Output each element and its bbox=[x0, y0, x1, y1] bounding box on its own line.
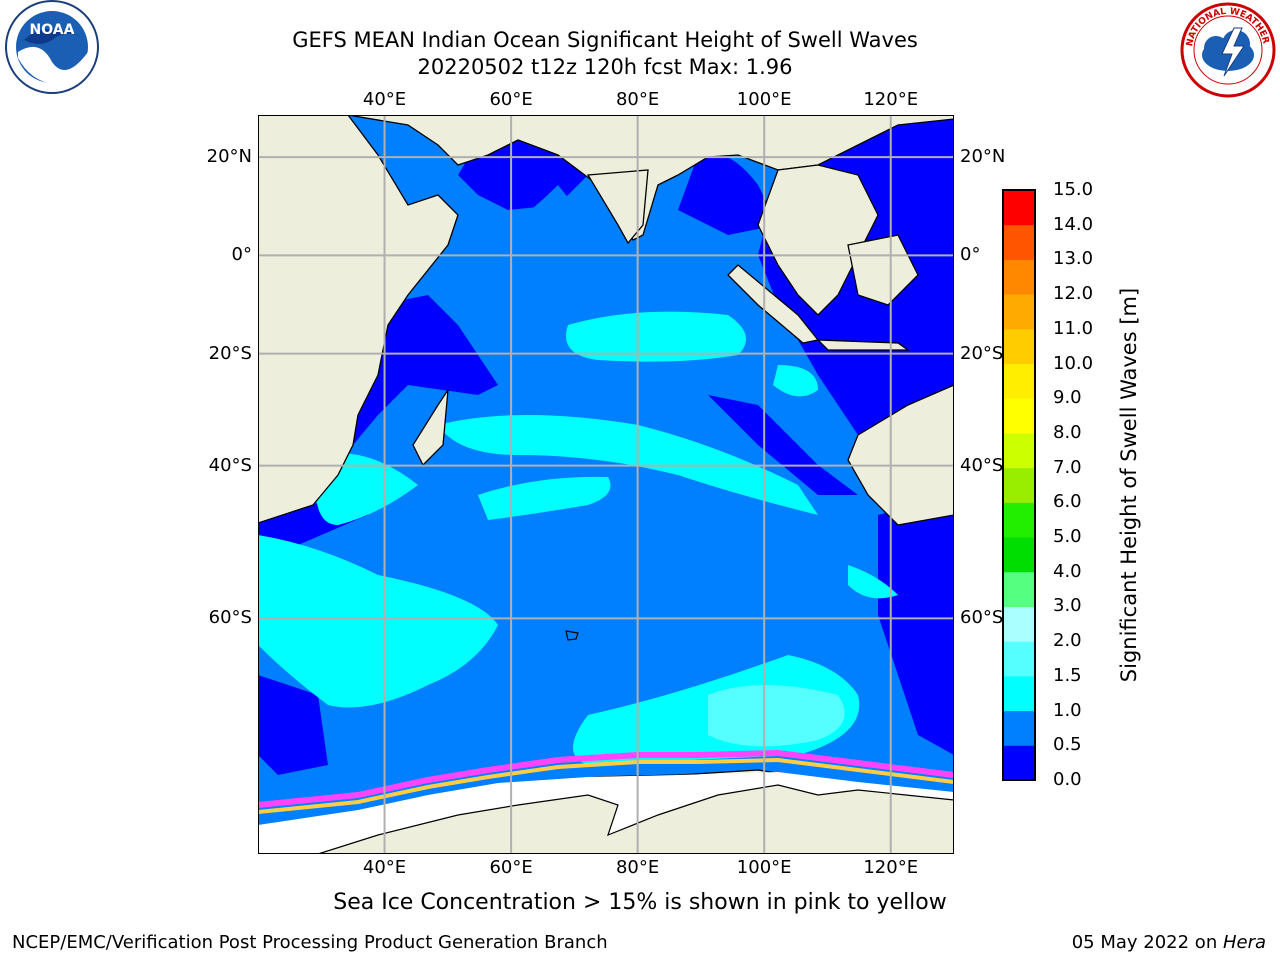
colorbar-segment bbox=[1003, 432, 1035, 469]
sea-ice-note: Sea Ice Concentration > 15% is shown in … bbox=[333, 890, 947, 915]
colorbar-tick-label: 2.0 bbox=[1053, 630, 1082, 652]
lon-tick-label: 100°E bbox=[736, 857, 792, 878]
lat-tick-label: 20°S bbox=[208, 342, 252, 364]
colorbar-tick-label: 0.5 bbox=[1053, 734, 1082, 756]
java bbox=[816, 339, 911, 351]
colorbar-segment bbox=[1003, 537, 1035, 573]
colorbar-segment bbox=[1003, 710, 1035, 746]
lat-tick-label: 20°N bbox=[206, 146, 252, 168]
colorbar-tick-label: 10.0 bbox=[1053, 352, 1094, 374]
lon-tick-label: 120°E bbox=[863, 89, 919, 110]
lat-tick-label: 40°S bbox=[208, 454, 252, 476]
lat-tick-label: 20°N bbox=[960, 146, 1006, 168]
map-title: GEFS MEAN Indian Ocean Significant Heigh… bbox=[292, 28, 918, 52]
colorbar-segment bbox=[1003, 675, 1035, 712]
borneo bbox=[847, 234, 919, 306]
sumatra bbox=[727, 264, 820, 344]
gridlines bbox=[258, 115, 954, 854]
colorbar-tick-label: 4.0 bbox=[1053, 560, 1082, 582]
colorbar-tick-label: 1.0 bbox=[1053, 699, 1082, 721]
colorbar-tick-label: 7.0 bbox=[1053, 456, 1082, 478]
colorbar-segment bbox=[1003, 502, 1035, 538]
noaa-logo: NOAA bbox=[5, 0, 99, 94]
colorbar-title: Significant Height of Swell Waves [m] bbox=[1117, 287, 1141, 683]
colorbar-segment bbox=[1003, 363, 1035, 399]
lon-tick-label: 60°E bbox=[489, 857, 533, 878]
higher-swell-zones bbox=[708, 685, 845, 747]
lon-tick-label: 120°E bbox=[863, 857, 919, 878]
colorbar-segment bbox=[1003, 398, 1035, 434]
ice-edge-pink bbox=[258, 749, 954, 808]
lon-tick-label: 80°E bbox=[615, 89, 660, 110]
colorbar-segment bbox=[1003, 571, 1035, 607]
svg-text:NOAA: NOAA bbox=[30, 22, 75, 38]
lat-tick-label: 0° bbox=[231, 244, 252, 266]
colorbar-segment bbox=[1003, 606, 1035, 642]
colorbar-segment bbox=[1003, 259, 1035, 295]
colorbar-segment bbox=[1003, 641, 1035, 677]
lat-tick-label: 20°S bbox=[960, 342, 1004, 364]
colorbar-tick-label: 8.0 bbox=[1053, 421, 1082, 443]
africa bbox=[258, 115, 459, 524]
colorbar-tick-label: 13.0 bbox=[1053, 248, 1094, 270]
swell-height-map bbox=[258, 115, 954, 854]
colorbar-tick-label: 1.5 bbox=[1053, 664, 1082, 686]
footer-date: 05 May 2022 on Hera bbox=[1072, 932, 1266, 953]
colorbar-tick-label: 12.0 bbox=[1053, 283, 1094, 305]
madagascar bbox=[412, 389, 449, 467]
lon-tick-label: 80°E bbox=[615, 857, 660, 878]
colorbar-segment bbox=[1003, 224, 1035, 260]
colorbar-tick-label: 0.0 bbox=[1053, 769, 1082, 790]
colorbar-tick-label: 9.0 bbox=[1053, 387, 1082, 409]
lon-tick-label: 40°E bbox=[362, 89, 407, 110]
asia bbox=[347, 115, 954, 241]
footer-machine: Hera bbox=[1222, 932, 1266, 953]
lat-tick-label: 60°S bbox=[208, 607, 252, 629]
lat-tick-label: 0° bbox=[960, 244, 981, 266]
colorbar-segment bbox=[1003, 467, 1035, 503]
kerguelen-island bbox=[565, 630, 579, 641]
se-asia bbox=[757, 164, 879, 316]
colorbar-segment bbox=[1003, 294, 1035, 330]
colorbar-segment bbox=[1003, 328, 1035, 365]
lon-tick-label: 40°E bbox=[362, 857, 407, 878]
lat-tick-label: 40°S bbox=[960, 454, 1004, 476]
colorbar-tick-label: 11.0 bbox=[1053, 317, 1094, 339]
colorbar-tick-label: 15.0 bbox=[1053, 179, 1094, 200]
colorbar-segment bbox=[1003, 745, 1035, 781]
nws-logo: NATIONAL WEATHER SERVICE bbox=[1178, 0, 1276, 98]
colorbar-segment bbox=[1003, 190, 1035, 226]
lon-tick-label: 100°E bbox=[736, 89, 792, 110]
colorbar-tick-label: 14.0 bbox=[1053, 213, 1094, 235]
footer-date-text: 05 May 2022 on bbox=[1071, 932, 1223, 953]
antarctic-coast bbox=[317, 784, 954, 854]
ice-edge-yellow bbox=[258, 757, 954, 814]
colorbar-tick-label: 6.0 bbox=[1053, 491, 1082, 513]
colorbar-tick-label: 5.0 bbox=[1053, 526, 1082, 548]
colorbar-tick-label: 3.0 bbox=[1053, 595, 1082, 617]
footer-credit: NCEP/EMC/Verification Post Processing Pr… bbox=[12, 932, 608, 953]
lon-tick-label: 60°E bbox=[489, 89, 533, 110]
colorbar bbox=[1002, 189, 1036, 781]
lat-tick-label: 60°S bbox=[960, 607, 1004, 629]
map-subtitle: 20220502 t12z 120h fcst Max: 1.96 bbox=[417, 55, 793, 79]
